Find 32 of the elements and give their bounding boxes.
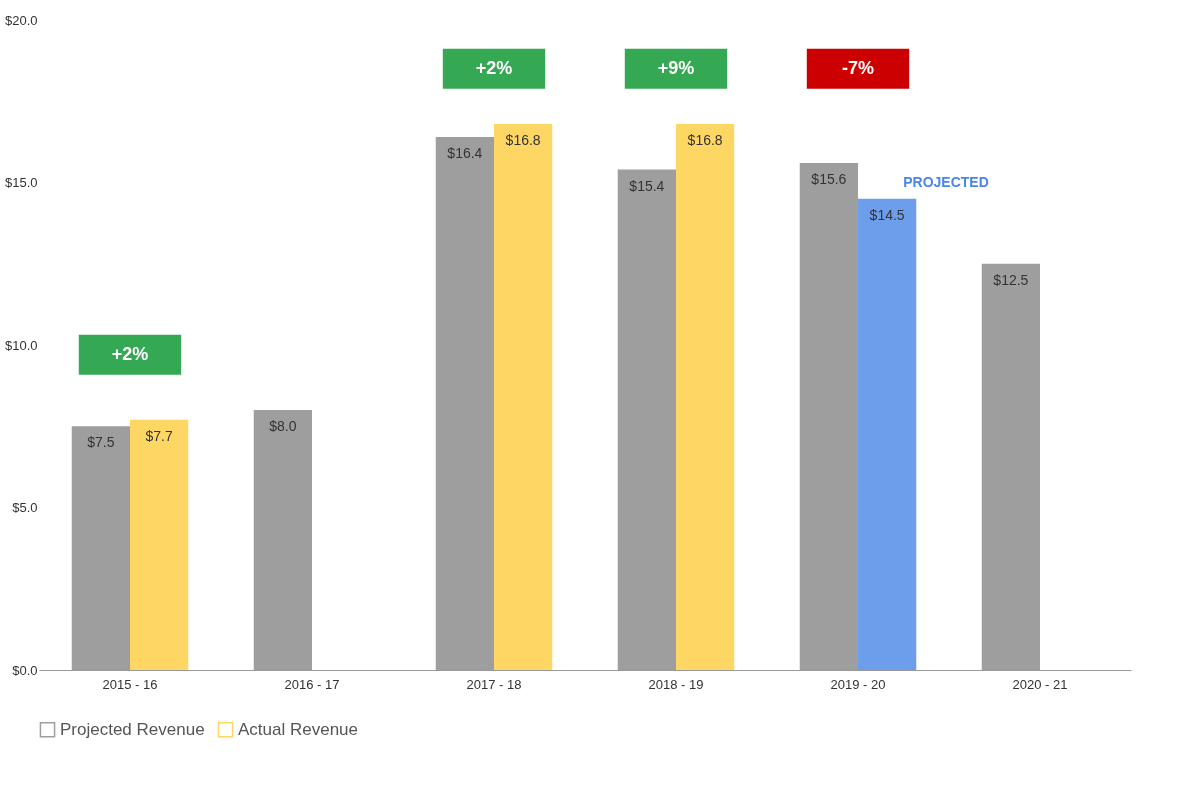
y-tick-label: $10.0 xyxy=(4,337,38,353)
annotation: -7% xyxy=(841,57,875,78)
legend-label: Projected Revenue xyxy=(60,719,205,739)
data-label: $8.0 xyxy=(269,418,297,434)
data-label: $12.5 xyxy=(993,271,1029,288)
data-label: $7.5 xyxy=(87,434,115,451)
x-tick-label: 2015 - 16 xyxy=(102,676,158,692)
annotation: PROJECTED xyxy=(903,173,989,190)
bar xyxy=(130,419,189,670)
y-tick-label: $0.0 xyxy=(12,662,38,678)
data-label: $15.6 xyxy=(811,171,847,187)
x-tick-label: 2018 - 19 xyxy=(648,676,704,692)
bar xyxy=(858,198,917,670)
data-label: $15.4 xyxy=(629,177,665,194)
x-tick-label: 2020 - 21 xyxy=(1012,676,1068,692)
x-tick-label: 2019 - 20 xyxy=(830,676,886,692)
x-tick-label: 2017 - 18 xyxy=(466,676,522,692)
data-label: $16.4 xyxy=(447,145,483,161)
bar xyxy=(676,124,735,670)
y-tick-label: $20.0 xyxy=(4,12,38,28)
data-label: $7.7 xyxy=(145,427,173,444)
data-label: $14.5 xyxy=(869,206,905,223)
annotation: +9% xyxy=(657,57,695,78)
annotation: +2% xyxy=(111,343,149,364)
y-tick-label: $5.0 xyxy=(12,500,38,515)
annotation: +2% xyxy=(475,57,513,78)
y-tick-label: $15.0 xyxy=(4,175,38,190)
x-tick-label: 2016 - 17 xyxy=(284,676,340,692)
data-label: $16.8 xyxy=(505,132,541,148)
legend-label: Actual Revenue xyxy=(238,719,359,739)
bar xyxy=(494,124,553,670)
data-label: $16.8 xyxy=(687,132,723,148)
